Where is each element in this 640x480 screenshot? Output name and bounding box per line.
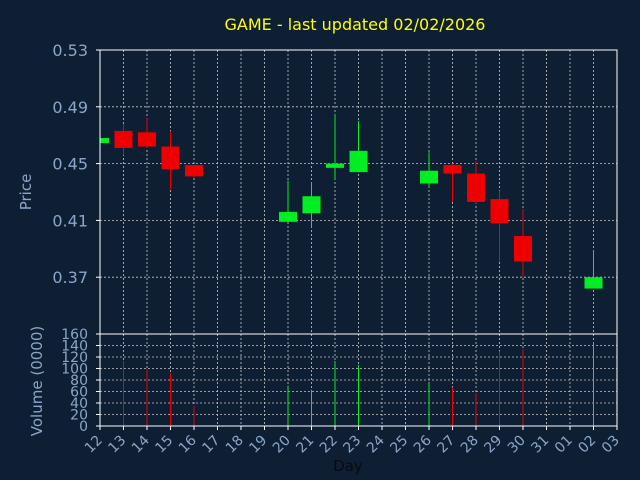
x-tick-label: 30 xyxy=(505,433,529,457)
x-tick-label: 13 xyxy=(105,433,129,457)
volume-tick-label: 20 xyxy=(70,408,88,424)
volume-tick-label: 80 xyxy=(70,373,88,389)
candle-body xyxy=(114,130,133,148)
candle-body xyxy=(584,277,603,289)
volume-tick-label: 40 xyxy=(70,396,88,412)
price-tick-label: 0.49 xyxy=(52,98,88,117)
volume-tick-label: 0 xyxy=(79,419,88,435)
x-tick-label: 25 xyxy=(387,433,411,457)
x-tick-label: 24 xyxy=(364,432,388,456)
candle-body xyxy=(467,173,485,202)
x-axis-label: Day xyxy=(333,457,363,475)
x-tick-label: 31 xyxy=(528,433,552,457)
candle-body xyxy=(138,132,156,147)
x-tick-label: 26 xyxy=(411,432,435,456)
price-tick-label: 0.41 xyxy=(52,211,88,230)
x-tick-label: 28 xyxy=(458,433,482,457)
volume-panel: 12 13 14 15 16 17 18 19 20 21 22 23 24 25 26 27 28 29 30 31… xyxy=(61,327,623,456)
x-tick-label: 21 xyxy=(293,433,317,457)
candle-body xyxy=(514,236,532,262)
x-tick-label: 01 xyxy=(552,433,576,457)
x-tick-label: 02 xyxy=(575,433,599,457)
candle-body xyxy=(279,211,297,222)
x-tick-label: 15 xyxy=(152,433,176,457)
candle-body xyxy=(302,196,321,214)
x-tick-label: 14 xyxy=(129,432,153,456)
x-tick-label: 29 xyxy=(481,433,505,457)
price-panel: 0.53 0.49 0.45 0.41 0.37 xyxy=(52,41,618,335)
volume-tick-label: 160 xyxy=(61,327,88,343)
candle-body xyxy=(100,138,109,144)
x-tick-label: 18 xyxy=(223,433,247,457)
candle-body xyxy=(326,163,344,168)
price-tick-label: 0.37 xyxy=(52,268,88,287)
volume-frame xyxy=(99,333,618,427)
candle-body xyxy=(420,170,438,184)
x-tick-label: 27 xyxy=(434,433,458,457)
x-tick-label: 20 xyxy=(270,433,294,457)
x-tick-label: 12 xyxy=(82,433,106,457)
x-tick-label: 16 xyxy=(176,432,200,456)
volume-tick-label: 60 xyxy=(70,385,88,401)
volume-tick-label: 120 xyxy=(61,350,88,366)
x-tick-label: 19 xyxy=(246,433,270,457)
price-tick-label: 0.53 xyxy=(52,41,88,60)
candle-body xyxy=(349,150,368,173)
volume-tick-label: 100 xyxy=(61,362,88,378)
volume-axis-label: Volume (0000) xyxy=(28,326,46,436)
x-tick-label: 22 xyxy=(317,433,341,457)
price-tick-label: 0.45 xyxy=(52,155,88,174)
chart-title: GAME - last updated 02/02/2026 xyxy=(225,15,486,34)
candle-body xyxy=(443,165,462,174)
price-axis-label: Price xyxy=(17,174,35,211)
candle-body xyxy=(490,199,509,224)
volume-tick-label: 140 xyxy=(61,339,88,355)
x-tick-label: 03 xyxy=(599,433,623,457)
x-tick-label: 17 xyxy=(199,433,223,457)
x-tick-label: 23 xyxy=(340,433,364,457)
candle-body xyxy=(185,165,203,177)
candle-body xyxy=(161,146,180,170)
